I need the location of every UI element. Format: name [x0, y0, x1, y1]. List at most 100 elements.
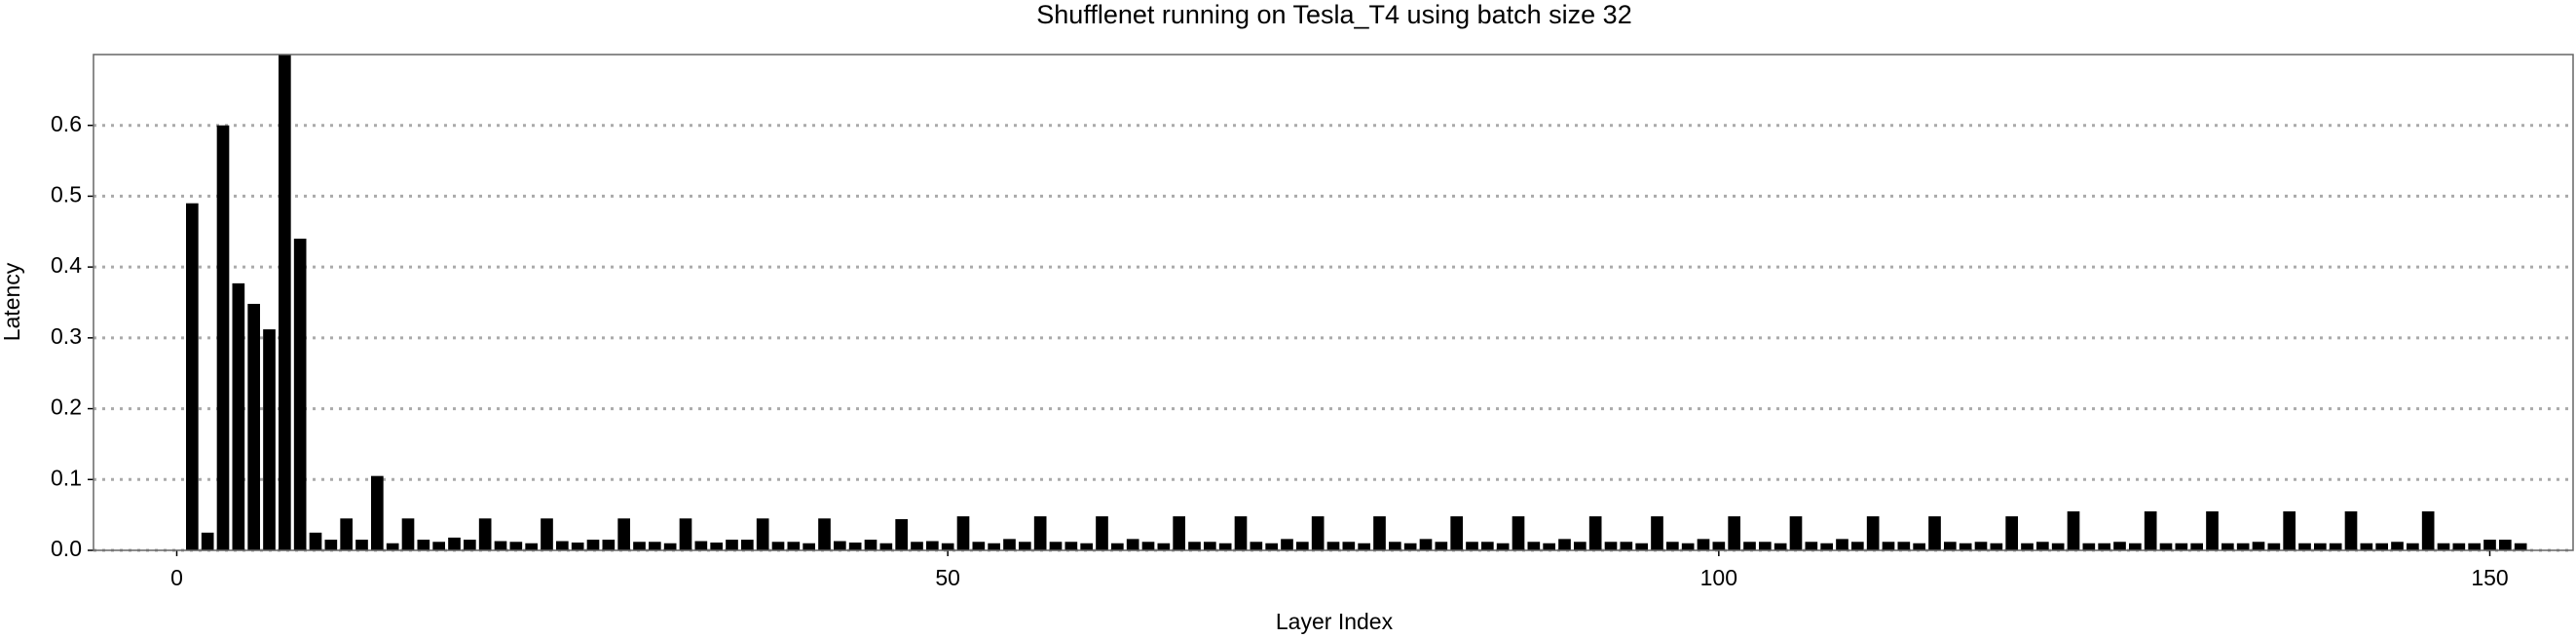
bar [1466, 542, 1478, 550]
bar [478, 518, 492, 550]
bar [1204, 542, 1216, 550]
bar [1403, 543, 1417, 550]
bar [2375, 543, 2388, 550]
bar [1296, 542, 1309, 550]
bar [1064, 542, 1078, 550]
bar [2483, 540, 2496, 550]
bar [1897, 542, 1911, 550]
bar [371, 475, 384, 550]
bar [1250, 542, 1263, 550]
chart-title: Shufflenet running on Tesla_T4 using bat… [1036, 0, 1631, 29]
bar [1928, 516, 1941, 550]
bar [1141, 542, 1155, 550]
bar [186, 203, 199, 550]
bar [1111, 543, 1124, 550]
bar [1342, 542, 1356, 550]
bar [2267, 543, 2281, 550]
bar [432, 542, 445, 550]
y-tick-label: 0.6 [51, 111, 82, 136]
bar [1218, 543, 1232, 550]
bar [2221, 543, 2234, 550]
bar [2360, 543, 2373, 550]
bar [1033, 516, 1047, 550]
bar [787, 542, 801, 550]
bar [1759, 542, 1772, 550]
bar [355, 540, 368, 550]
bar [818, 518, 831, 550]
bar [1666, 542, 1679, 550]
bar [1003, 539, 1016, 550]
bar [1773, 543, 1787, 550]
bar [1851, 542, 1864, 550]
bar [464, 540, 476, 550]
bar [972, 542, 986, 550]
bar [1188, 542, 1201, 550]
bar [756, 518, 769, 550]
bar [263, 329, 276, 550]
bar [2113, 542, 2126, 550]
bar [2082, 543, 2096, 550]
bar [2129, 543, 2142, 550]
bar [2298, 543, 2311, 550]
bar [2067, 511, 2080, 550]
bar [2391, 542, 2404, 550]
bar [1049, 542, 1063, 550]
bar [679, 518, 692, 550]
bar [1358, 543, 1370, 550]
bar [1990, 543, 2003, 550]
bar [1635, 543, 1648, 550]
x-tick-label: 0 [170, 565, 183, 590]
bar [1543, 543, 1555, 550]
bar [741, 540, 754, 550]
bar [926, 541, 939, 550]
bar [834, 541, 846, 550]
bar [2314, 543, 2327, 550]
bar [2005, 516, 2018, 550]
bar [663, 543, 677, 550]
bar [2051, 543, 2065, 550]
bar [1651, 516, 1663, 550]
bar [726, 540, 738, 550]
bar [1681, 543, 1695, 550]
bar [941, 543, 954, 550]
bar [1944, 542, 1957, 550]
bar [201, 532, 214, 550]
bar [1882, 542, 1895, 550]
y-axis-label: Latency [0, 262, 24, 341]
bar [1789, 516, 1803, 550]
bar [2329, 543, 2342, 550]
bar [879, 543, 893, 550]
y-tick-label: 0.4 [51, 252, 82, 278]
bar [1743, 542, 1756, 550]
bar [2236, 543, 2250, 550]
bar [247, 303, 260, 550]
y-tick-label: 0.2 [51, 394, 82, 420]
bar [525, 543, 538, 550]
bar [633, 542, 646, 550]
bar [232, 282, 245, 550]
bar [2452, 543, 2466, 550]
bar [617, 518, 630, 550]
x-axis-label: Layer Index [1276, 609, 1394, 634]
bar [1173, 516, 1185, 550]
bar [1326, 542, 1340, 550]
bar [1697, 539, 1710, 550]
bar [340, 518, 353, 550]
bar [2144, 511, 2157, 550]
bar [1157, 543, 1171, 550]
bar [1126, 539, 1139, 550]
bar [2098, 543, 2110, 550]
bar [1620, 542, 1633, 550]
bar [1389, 542, 1401, 550]
bar [1096, 516, 1108, 550]
bar [1712, 542, 1726, 550]
bar [2407, 543, 2419, 550]
bar [1019, 542, 1031, 550]
bar [556, 541, 569, 550]
y-tick-label: 0.5 [51, 182, 82, 207]
y-tick-label: 0.3 [51, 323, 82, 349]
bar [1265, 543, 1278, 550]
bar [1481, 542, 1494, 550]
bar [1419, 539, 1433, 550]
bar [2514, 543, 2527, 550]
